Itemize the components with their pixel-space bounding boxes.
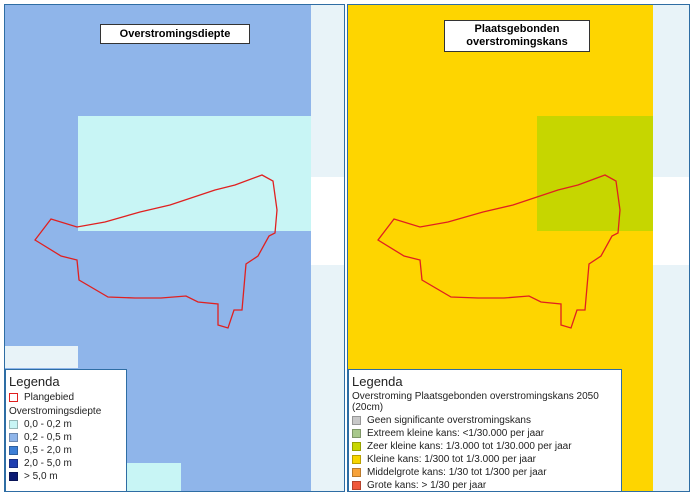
depth-map[interactable] (5, 5, 345, 492)
map-title-box: Overstromingsdiepte (100, 24, 250, 44)
legend-swatch (352, 416, 361, 425)
legend-label: 0,5 - 2,0 m (24, 445, 72, 456)
legend-label: Middelgrote kans: 1/30 tot 1/300 per jaa… (367, 467, 547, 478)
boundary-swatch (9, 393, 18, 402)
legend-swatch (352, 442, 361, 451)
legend-label: Plangebied (24, 392, 75, 403)
chance-map-panel[interactable]: Plaatsgebonden overstromingskans Legenda… (347, 4, 690, 492)
legend-group-title: Overstromingsdiepte (9, 406, 102, 417)
legend-swatch (9, 433, 18, 442)
chance-legend: Legenda Overstroming Plaatsgebonden over… (348, 369, 622, 491)
legend-item-plangebied: Plangebied (9, 391, 126, 404)
map-title-box: Plaatsgebonden overstromingskans (444, 20, 590, 52)
legend-item: > 5,0 m (9, 470, 126, 483)
map-title-line2: overstromingskans (466, 36, 568, 48)
map-title: Overstromingsdiepte (119, 28, 231, 40)
legend-label: Geen significante overstromingskans (367, 415, 531, 426)
legend-item: 0,5 - 2,0 m (9, 444, 126, 457)
legend-class-list: Geen significante overstromingskans Extre… (349, 414, 621, 491)
legend-swatch (352, 468, 361, 477)
map-title-line1: Plaatsgebonden (474, 23, 560, 35)
legend-swatch (9, 446, 18, 455)
legend-swatch (9, 472, 18, 481)
legend-label: > 5,0 m (24, 471, 58, 482)
legend-item: 0,0 - 0,2 m (9, 418, 126, 431)
legend-swatch (9, 459, 18, 468)
depth-area-gap (5, 346, 78, 368)
legend-swatch (352, 429, 361, 438)
depth-legend: Legenda Plangebied Overstromingsdiepte 0… (5, 369, 127, 491)
legend-label: Kleine kans: 1/300 tot 1/3.000 per jaar (367, 454, 537, 465)
depth-area-light (78, 116, 311, 231)
legend-item: 2,0 - 5,0 m (9, 457, 126, 470)
legend-group-title: Overstroming Plaatsgebonden overstroming… (352, 391, 599, 413)
legend-heading: Legenda (352, 374, 403, 389)
legend-swatch (352, 481, 361, 490)
legend-label: Extreem kleine kans: <1/30.000 per jaar (367, 428, 545, 439)
legend-item: Grote kans: > 1/30 per jaar (352, 479, 621, 491)
map-white-area (653, 177, 689, 265)
legend-item: Geen significante overstromingskans (352, 414, 621, 427)
legend-label: Zeer kleine kans: 1/3.000 tot 1/30.000 p… (367, 441, 572, 452)
legend-class-list: 0,0 - 0,2 m 0,2 - 0,5 m 0,5 - 2,0 m 2,0 - 5… (6, 418, 126, 483)
legend-swatch (9, 420, 18, 429)
plangebied-boundary (34, 174, 278, 329)
legend-label: 0,0 - 0,2 m (24, 419, 72, 430)
legend-label: 2,0 - 5,0 m (24, 458, 72, 469)
legend-swatch (352, 455, 361, 464)
legend-item: Zeer kleine kans: 1/3.000 tot 1/30.000 p… (352, 440, 621, 453)
legend-item: 0,2 - 0,5 m (9, 431, 126, 444)
legend-item: Extreem kleine kans: <1/30.000 per jaar (352, 427, 621, 440)
map-white-area (311, 177, 344, 265)
depth-map-panel[interactable]: Overstromingsdiepte Legenda Plangebied O… (4, 4, 345, 492)
legend-item: Middelgrote kans: 1/30 tot 1/300 per jaa… (352, 466, 621, 479)
legend-item: Kleine kans: 1/300 tot 1/3.000 per jaar (352, 453, 621, 466)
legend-heading: Legenda (9, 374, 60, 389)
legend-label: 0,2 - 0,5 m (24, 432, 72, 443)
legend-label: Grote kans: > 1/30 per jaar (367, 480, 487, 491)
chance-area-very-small (537, 116, 653, 231)
plangebied-boundary (377, 174, 621, 329)
